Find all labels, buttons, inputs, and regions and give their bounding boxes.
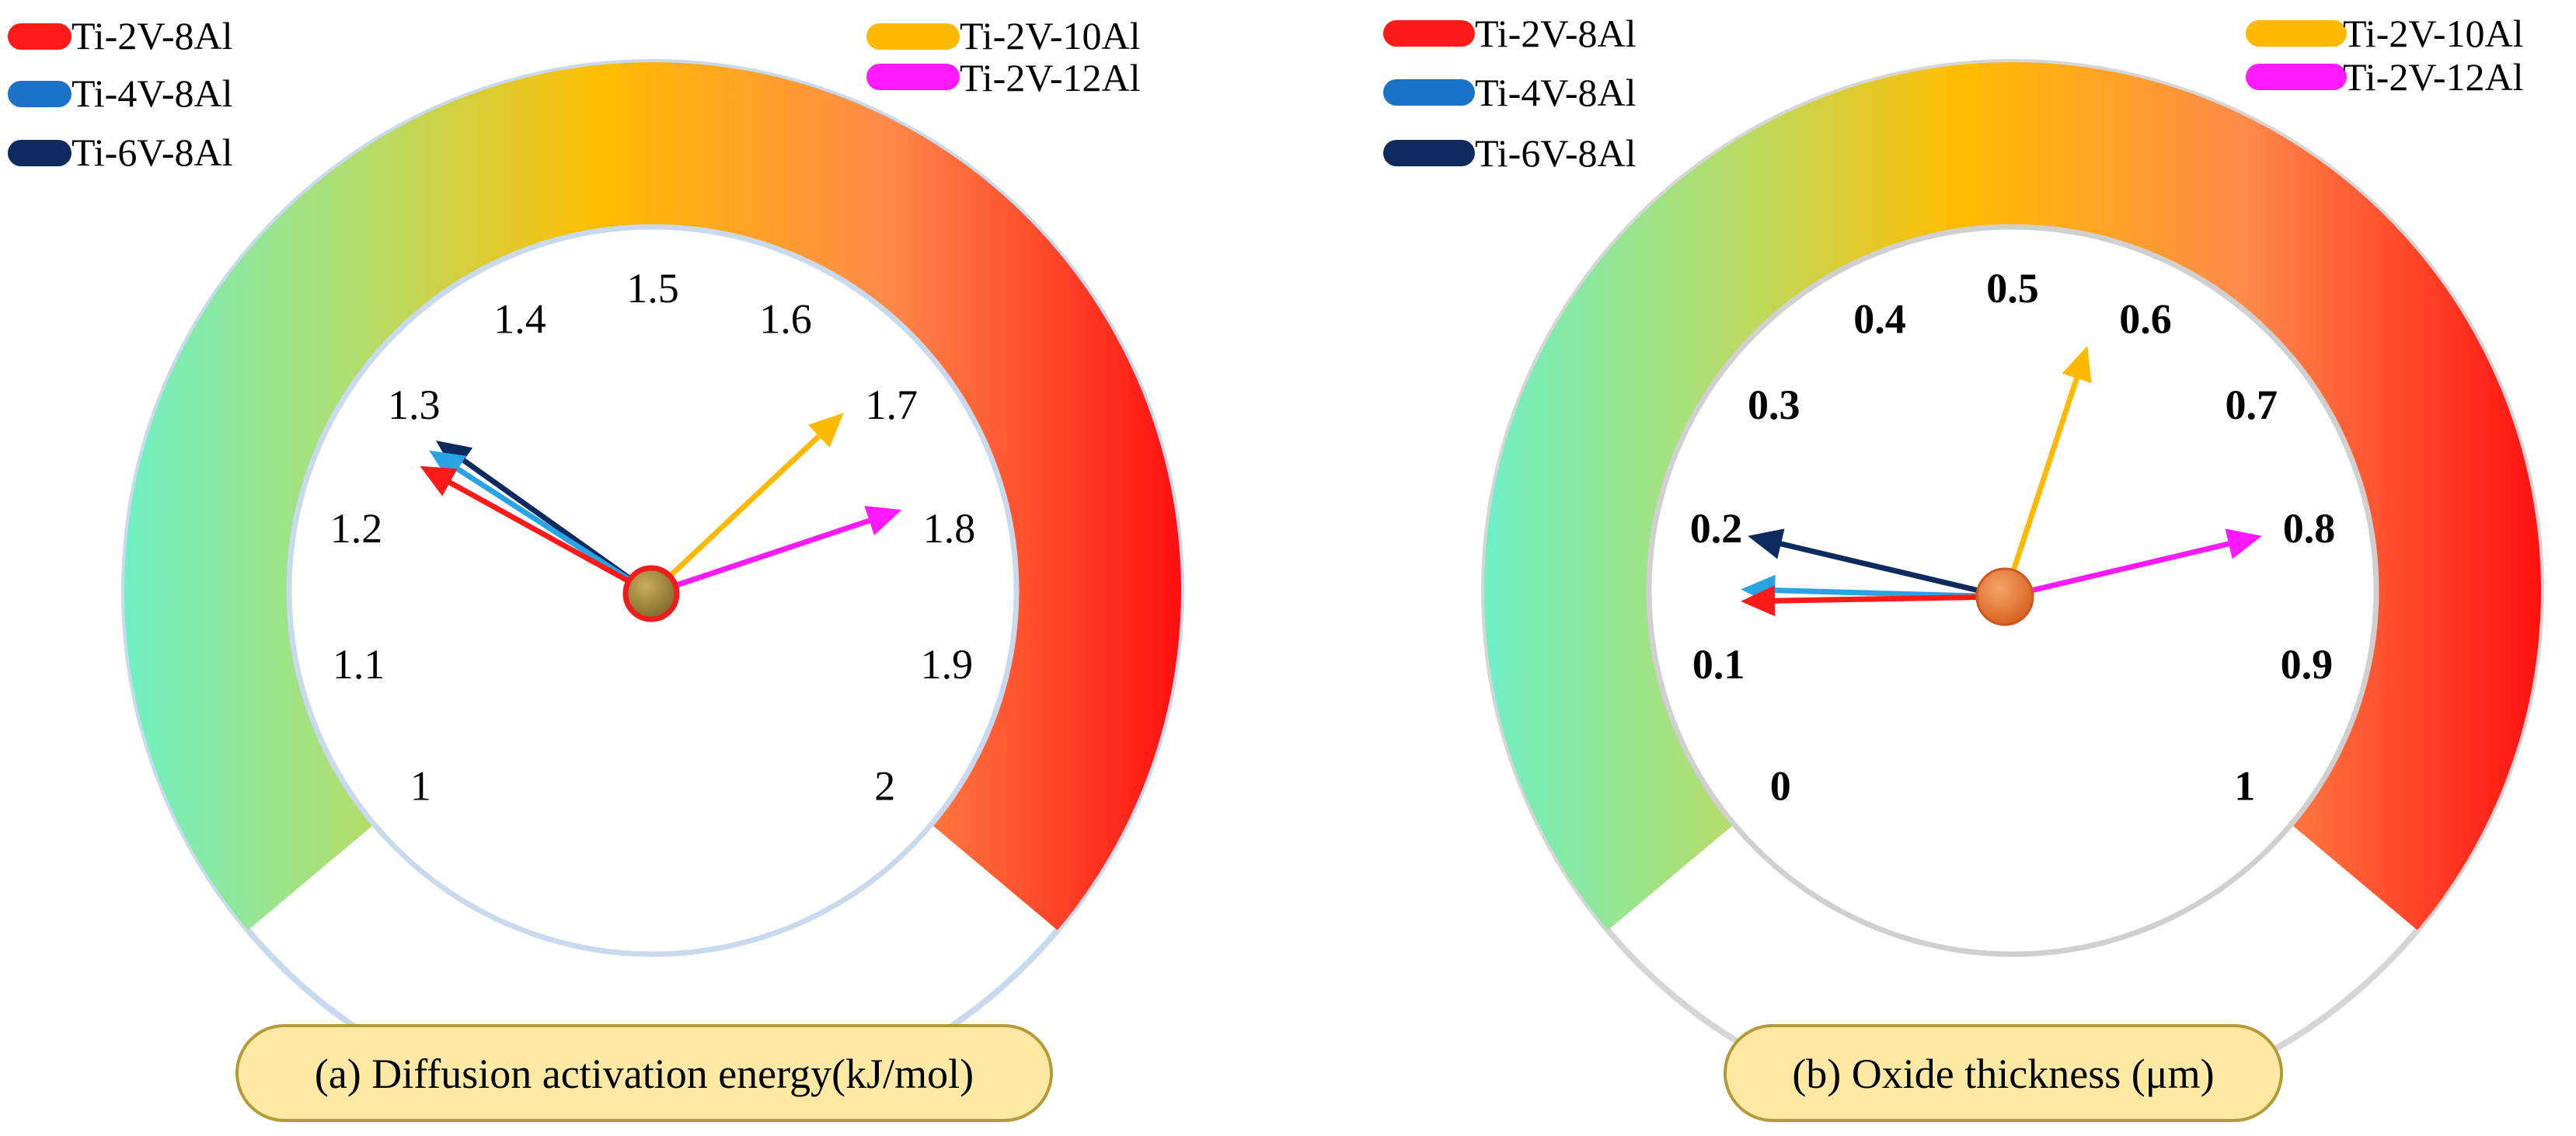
gauge-color-arc [124,62,1182,931]
caption-box: (b) Oxide thickness (μm) [1724,1024,2283,1122]
needle-ti-2v-10al [648,413,844,597]
gauge-color-arc [1484,62,2541,931]
needle-head [1741,585,1776,617]
tick-label-1-4: 1.4 [493,295,546,342]
legend-item-ti-2v-8al: Ti-2V-8Al [1383,12,1637,55]
tick-label-1-2: 1.2 [330,505,383,552]
tick-label-1-5: 1.5 [626,265,679,312]
legend-item-ti-2v-12al: Ti-2V-12Al [866,56,1141,99]
tick-label-0-2: 0.2 [1690,505,1743,552]
legend: Ti-2V-8Al Ti-4V-8Al Ti-6V-8Al Ti-2V-10Al… [8,14,1141,174]
tick-label-0-9: 0.9 [2281,641,2334,688]
needle-ti-2v-8al [420,465,654,597]
svg-text:Ti-4V-8Al: Ti-4V-8Al [1475,71,1637,114]
tick-label-1: 1 [2234,763,2255,810]
needle-shaft [1778,541,2008,600]
gauge-needles [1741,346,2262,617]
gauge-ticks: 1 1.1 1.2 1.3 1.4 1.5 1.6 1.7 1.8 1.9 2 [330,265,976,810]
needle-head [864,506,902,535]
legend-item-ti-6v-8al: Ti-6V-8Al [1383,131,1637,175]
svg-text:Ti-2V-8Al: Ti-2V-8Al [71,14,233,57]
tick-label-1-3: 1.3 [388,382,441,428]
svg-text:Ti-6V-8Al: Ti-6V-8Al [71,131,233,174]
needle-head [429,450,466,483]
tick-label-2: 2 [874,763,895,810]
gauge-panel-b: 0 0.1 0.2 0.3 0.4 0.5 0.6 0.7 0.8 0.9 1 (b) Oxide … [1383,12,2544,1122]
needle-ti-2v-12al [648,506,902,597]
svg-text:Ti-6V-8Al: Ti-6V-8Al [1475,131,1637,175]
legend-item-ti-6v-8al: Ti-6V-8Al [8,131,233,174]
tick-label-0-4: 0.4 [1853,295,1906,342]
legend-item-ti-4v-8al: Ti-4V-8Al [8,71,233,115]
gauge-hub [1975,567,2034,626]
svg-text:Ti-2V-12Al: Ti-2V-12Al [960,56,1141,99]
needle-ti-2v-12al [2002,528,2262,600]
svg-text:Ti-4V-8Al: Ti-4V-8Al [71,71,233,115]
needle-ti-6v-8al [1748,528,2008,600]
needle-head [2225,528,2262,559]
tick-label-1-8: 1.8 [923,505,976,552]
legend-item-ti-4v-8al: Ti-4V-8Al [1383,71,1637,114]
svg-text:Ti-2V-10Al: Ti-2V-10Al [2343,12,2524,55]
tick-label-0-6: 0.6 [2119,295,2172,342]
gauge-ticks: 0 0.1 0.2 0.3 0.4 0.5 0.6 0.7 0.8 0.9 1 [1690,265,2336,810]
tick-label-1-9: 1.9 [921,641,974,688]
tick-label-0-8: 0.8 [2283,505,2336,552]
needle-ti-2v-10al [2002,346,2092,600]
needle-shaft [648,517,873,597]
tick-label-0-3: 0.3 [1748,382,1800,428]
svg-text:Ti-2V-8Al: Ti-2V-8Al [1475,12,1637,55]
legend: Ti-2V-8Al Ti-4V-8Al Ti-6V-8Al Ti-2V-10Al… [1383,12,2524,175]
needle-shaft [2002,375,2079,600]
needle-head [420,465,458,497]
tick-label-0-5: 0.5 [1986,265,2039,312]
caption-text: (a) Diffusion activation energy(kJ/mol) [315,1051,974,1097]
tick-label-1-7: 1.7 [866,382,919,428]
svg-text:Ti-2V-12Al: Ti-2V-12Al [2343,55,2524,99]
needle-head [808,413,844,448]
needle-shaft [2002,541,2232,600]
tick-label-1-1: 1.1 [333,641,385,688]
tick-label-0-1: 0.1 [1692,641,1745,688]
needle-shaft [1772,594,2008,604]
needle-shaft [648,433,822,597]
legend-item-ti-2v-12al: Ti-2V-12Al [2246,55,2524,99]
legend-item-ti-2v-10al: Ti-2V-10Al [866,14,1141,57]
caption-box: (a) Diffusion activation energy(kJ/mol) [235,1024,1053,1122]
gauge-needles [420,413,902,597]
gauge-panel-a: 1 1.1 1.2 1.3 1.4 1.5 1.6 1.7 1.8 1.9 2 (a) Diffus… [8,14,1184,1122]
legend-item-ti-2v-10al: Ti-2V-10Al [2246,12,2524,55]
tick-label-1: 1 [410,763,431,810]
needle-head [2062,346,2092,384]
needle-ti-2v-8al [1741,585,2008,617]
needle-shaft [447,479,654,597]
caption-text: (b) Oxide thickness (μm) [1792,1051,2214,1097]
tick-label-0-7: 0.7 [2226,382,2278,428]
tick-label-1-6: 1.6 [759,295,812,342]
tick-label-0: 0 [1770,763,1791,810]
svg-text:Ti-2V-10Al: Ti-2V-10Al [960,14,1141,57]
needle-head [1748,528,1785,559]
legend-item-ti-2v-8al: Ti-2V-8Al [8,14,233,57]
gauge-hub [622,565,680,622]
